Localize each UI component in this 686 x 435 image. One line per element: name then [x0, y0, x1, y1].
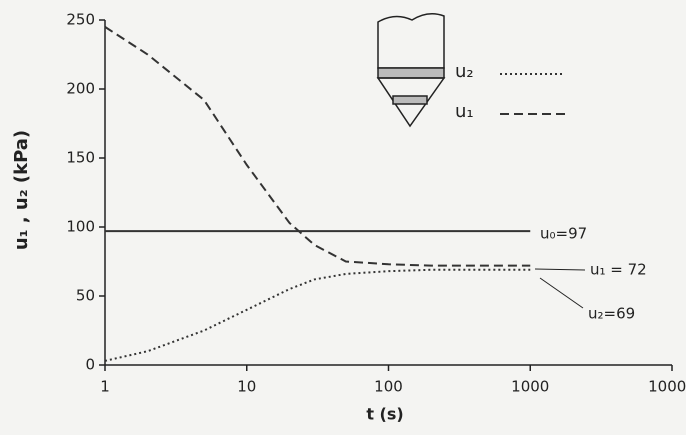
y-tick-label: 150	[66, 149, 95, 167]
leader-line	[534, 268, 586, 271]
series-line	[104, 26, 531, 267]
y-tick-label: 250	[66, 11, 95, 29]
hopper-icon	[376, 13, 446, 128]
y-axis-label: u₁ , u₂ (kPa)	[11, 130, 32, 250]
x-tick-label: 1000	[511, 378, 549, 396]
x-tick-label: 1	[100, 378, 110, 396]
y-tick-label: 200	[66, 80, 95, 98]
y-tick-label: 0	[85, 356, 95, 374]
x-tick-label: 100	[374, 378, 403, 396]
legend-label: u₁	[455, 101, 474, 122]
y-tick-label: 100	[66, 218, 95, 236]
x-tick-label: 10	[237, 378, 256, 396]
x-tick-label: 10000	[648, 378, 686, 396]
legend-label: u₂	[455, 61, 474, 82]
y-tick-label: 50	[76, 287, 95, 305]
leader-line	[539, 277, 584, 309]
series-label: u₁ = 72	[590, 261, 647, 279]
series-label: u₀=97	[540, 225, 587, 243]
series-label: u₂=69	[588, 305, 635, 323]
x-axis-label: t (s)	[366, 405, 403, 424]
series-line	[104, 268, 531, 362]
